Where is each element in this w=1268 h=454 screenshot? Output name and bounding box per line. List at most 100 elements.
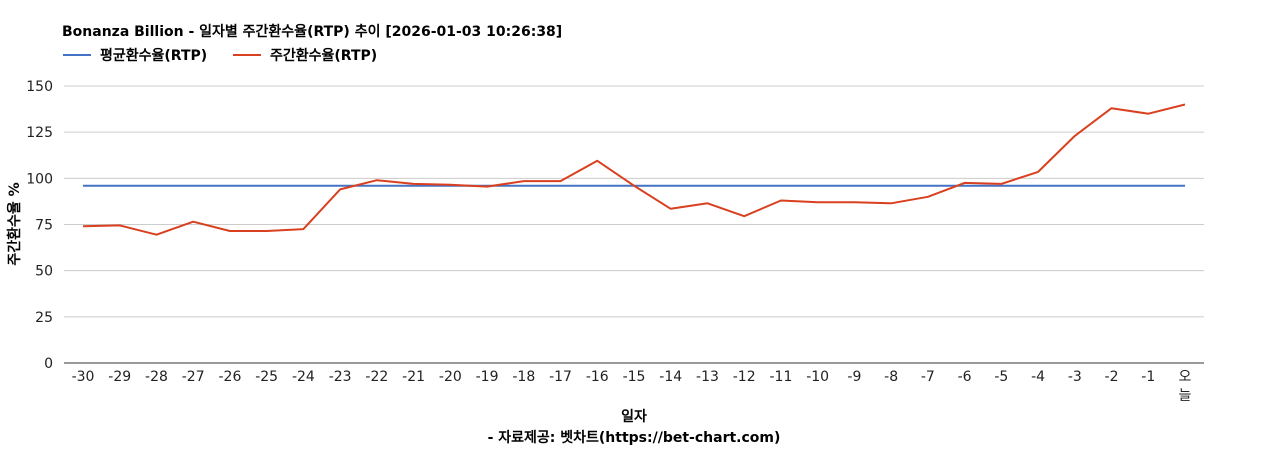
y-tick-label: 100 <box>26 171 53 187</box>
data-point <box>192 185 194 187</box>
data-point <box>1000 183 1002 185</box>
x-tick-label: -24 <box>292 369 315 385</box>
x-tick-label: -14 <box>659 369 682 385</box>
chart-title: Bonanza Billion - 일자별 주간환수율(RTP) 추이 [202… <box>62 23 562 40</box>
x-tick-label: -22 <box>365 369 388 385</box>
data-point <box>853 185 855 187</box>
legend: 평균환수율(RTP) 주간환수율(RTP) <box>63 47 377 64</box>
y-tick-label: 125 <box>26 125 53 141</box>
x-tick-label: -5 <box>994 369 1008 385</box>
x-tick-label: -29 <box>108 369 131 385</box>
series-lines <box>82 103 1186 236</box>
x-tick-label: -11 <box>769 369 792 385</box>
data-point <box>596 185 598 187</box>
data-point <box>927 185 929 187</box>
data-point <box>1074 135 1076 137</box>
x-tick-label: -3 <box>1068 369 1082 385</box>
data-point <box>523 180 525 182</box>
data-point <box>229 185 231 187</box>
data-point <box>1111 185 1113 187</box>
data-point <box>1147 113 1149 115</box>
x-tick-label: -18 <box>512 369 535 385</box>
x-tick-label: -4 <box>1031 369 1045 385</box>
source-note: - 자료제공: 벳차트(https://bet-chart.com) <box>488 429 781 446</box>
data-point <box>376 179 378 181</box>
data-point <box>82 225 84 227</box>
data-point <box>1184 185 1186 187</box>
x-tick-label: -9 <box>847 369 861 385</box>
data-point <box>817 185 819 187</box>
x-tick-label: -6 <box>958 369 972 385</box>
legend-label: 평균환수율(RTP) <box>100 47 207 64</box>
data-point <box>743 215 745 217</box>
data-point <box>82 185 84 187</box>
data-point <box>890 185 892 187</box>
series-line-2 <box>82 103 1186 236</box>
data-point <box>486 186 488 188</box>
data-point <box>560 185 562 187</box>
x-axis-ticks: -30 -29 -28 -27 -26 -25 -24 -23 -22 -21 -20 -19 -18-… <box>72 369 1192 404</box>
x-axis-label: 일자 <box>621 409 647 425</box>
x-tick-label: -8 <box>884 369 898 385</box>
legend-label: 주간환수율(RTP) <box>270 47 377 64</box>
data-point <box>192 221 194 223</box>
data-point <box>302 185 304 187</box>
x-tick-label: -16 <box>586 369 609 385</box>
data-point <box>1037 171 1039 173</box>
data-point <box>596 160 598 162</box>
data-point <box>413 183 415 185</box>
data-point <box>927 196 929 198</box>
data-point <box>266 185 268 187</box>
data-point <box>1037 185 1039 187</box>
x-tick-label: -10 <box>806 369 829 385</box>
data-point <box>1000 185 1002 187</box>
data-point <box>1111 107 1113 109</box>
y-tick-label: 150 <box>26 79 53 95</box>
data-point <box>155 234 157 236</box>
data-point <box>523 185 525 187</box>
data-point <box>706 185 708 187</box>
data-point <box>817 201 819 203</box>
data-point <box>119 185 121 187</box>
data-point <box>1147 185 1149 187</box>
y-axis-ticks: 0 25 50 75 100 125 150 <box>26 79 53 372</box>
y-tick-label: 75 <box>35 218 53 234</box>
data-point <box>413 185 415 187</box>
data-point <box>1184 103 1186 105</box>
x-tick-label: -27 <box>182 369 205 385</box>
x-tick-label: -21 <box>402 369 425 385</box>
data-point <box>376 185 378 187</box>
data-point <box>670 185 672 187</box>
data-point <box>560 180 562 182</box>
data-point <box>302 228 304 230</box>
data-point <box>853 201 855 203</box>
y-tick-label: 50 <box>35 264 53 280</box>
data-point <box>780 185 782 187</box>
data-point <box>339 188 341 190</box>
data-point <box>229 230 231 232</box>
x-tick-label: -15 <box>623 369 646 385</box>
x-tick-label: -13 <box>696 369 719 385</box>
x-tick-label: -17 <box>549 369 572 385</box>
data-point <box>890 202 892 204</box>
x-tick-label: -26 <box>218 369 241 385</box>
x-tick-label: -25 <box>255 369 278 385</box>
x-tick-label: -12 <box>733 369 756 385</box>
y-tick-label: 25 <box>35 310 53 326</box>
data-point <box>964 185 966 187</box>
y-axis-label: 주간환수율 % <box>6 182 23 265</box>
x-tick-label: -28 <box>145 369 168 385</box>
data-point <box>743 185 745 187</box>
data-point <box>119 224 121 226</box>
gridlines <box>64 85 1204 318</box>
x-tick-label: -23 <box>329 369 352 385</box>
data-point <box>670 208 672 210</box>
x-tick-label: -20 <box>439 369 462 385</box>
data-point <box>633 185 635 187</box>
x-tick-label: -19 <box>476 369 499 385</box>
data-point <box>266 230 268 232</box>
x-tick-label: -30 <box>72 369 95 385</box>
